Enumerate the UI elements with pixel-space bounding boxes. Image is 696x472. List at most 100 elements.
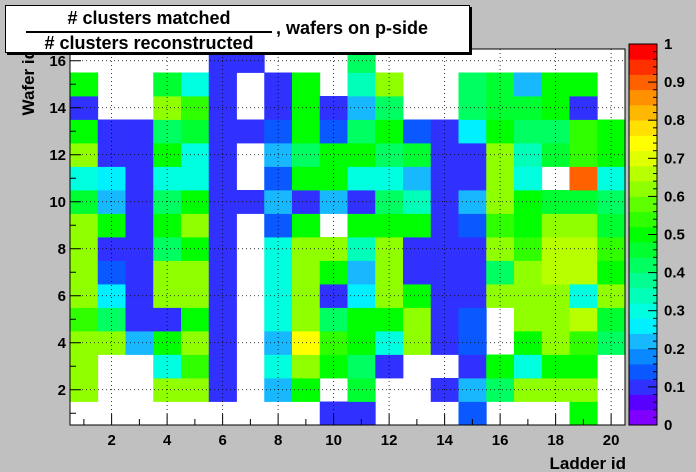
color-scale-segment [629,226,657,243]
heatmap-cell [403,190,432,214]
heatmap-cell [70,284,99,308]
heatmap-cell [319,96,348,120]
heatmap-cell [375,284,404,308]
heatmap-cell [153,260,182,285]
heatmap-cell [264,260,293,285]
title-fraction-bar [26,31,272,33]
heatmap-cell [319,284,348,308]
x-tick-label: 12 [381,432,398,449]
color-scale-segment [629,379,657,395]
x-axis-label: Ladder id [549,454,626,472]
heatmap-cell [514,237,543,261]
heatmap-cell [181,119,210,144]
heatmap-cell [347,119,376,144]
grid-lines [70,49,625,425]
heatmap-cell [375,354,404,379]
color-scale-label: 0.3 [664,303,685,320]
heatmap-cell [430,284,459,308]
heatmap-cell [181,96,210,120]
heatmap-cell [292,72,321,97]
heatmap-cell [541,72,570,97]
heatmap-cell [458,331,487,355]
heatmap-cell [153,307,182,332]
heatmap-cell [541,96,570,120]
heatmap-cell [347,401,376,426]
heatmap-cell [514,72,543,97]
heatmap-cell [430,143,459,167]
heatmap-cell [347,260,376,285]
heatmap-cell [541,284,570,308]
heatmap-cell [458,119,487,144]
heatmap-cell [514,190,543,214]
heatmap-cell [375,96,404,120]
heatmap-cell [597,307,626,332]
heatmap-cell [458,401,487,426]
heatmap-cell [514,331,543,355]
y-axis: 2 4 6 8 10 12 14 16 [49,53,81,414]
y-tick-label: 2 [58,382,66,399]
heatmap-cell [70,72,99,97]
heatmap-cell [569,96,598,120]
heatmap-cell [514,260,543,285]
heatmap-cell [181,190,210,214]
heatmap-cell [97,284,126,308]
heatmap-cell [125,213,154,238]
heatmap-cell [236,119,265,144]
color-scale-segment [629,394,657,411]
heatmap-cell [208,260,237,285]
heatmap-cell [347,143,376,167]
color-scale-label: 0.4 [664,265,686,282]
color-scale-segment [629,333,657,350]
heatmap-cell [319,354,348,379]
heatmap-cell [514,119,543,144]
color-scale-segment [629,89,657,106]
heatmap-cell [97,307,126,332]
heatmap-cell [153,284,182,308]
title-numerator: # clusters matched [67,8,231,28]
heatmap-cell [458,260,487,285]
heatmap-cell [292,260,321,285]
heatmap-cell [486,72,515,97]
heatmap-cell [181,213,210,238]
title-denominator: # clusters reconstructed [44,33,254,53]
color-scale-label: 0.7 [664,150,685,167]
color-scale-label: 0 [664,417,672,434]
heatmap-cell [430,260,459,285]
heatmap-cell [486,260,515,285]
heatmap-cell [264,307,293,332]
heatmap-cell [375,237,404,261]
heatmap-cell [347,190,376,214]
heatmap-cell [347,72,376,97]
heatmap-cell [264,354,293,379]
color-scale-label: 0.9 [664,74,685,91]
heatmap-cell [569,401,598,426]
heatmap-cell [181,331,210,355]
heatmap-cell [514,307,543,332]
heatmap-cell [347,378,376,402]
heatmap-cell [125,166,154,191]
heatmap-cell [70,260,99,285]
heatmap-cell [458,72,487,97]
heatmap-cell [319,119,348,144]
x-axis: 2 4 6 8 10 12 14 16 18 20 [83,414,619,449]
color-scale-segment [629,318,657,334]
heatmap-cell [70,378,99,402]
x-tick-label: 16 [492,432,509,449]
heatmap-cell [181,354,210,379]
heatmap-cell [430,307,459,332]
color-scale-segment [629,165,657,182]
heatmap-cell [70,331,99,355]
heatmap-cell [486,143,515,167]
heatmap-cell [97,237,126,261]
heatmap-cells [70,49,626,426]
heatmap-cell [486,354,515,379]
heatmap-cell [319,143,348,167]
color-scale: 0 0.1 0.2 0.3 0.4 0.5 0.6 0.7 0.8 0.9 1 [628,36,686,434]
heatmap-cell [70,143,99,167]
heatmap-cell [597,119,626,144]
heatmap-cell [375,260,404,285]
x-tick-label: 10 [325,432,342,449]
heatmap-cell [486,284,515,308]
x-tick-label: 6 [218,432,226,449]
heatmap-cell [97,143,126,167]
